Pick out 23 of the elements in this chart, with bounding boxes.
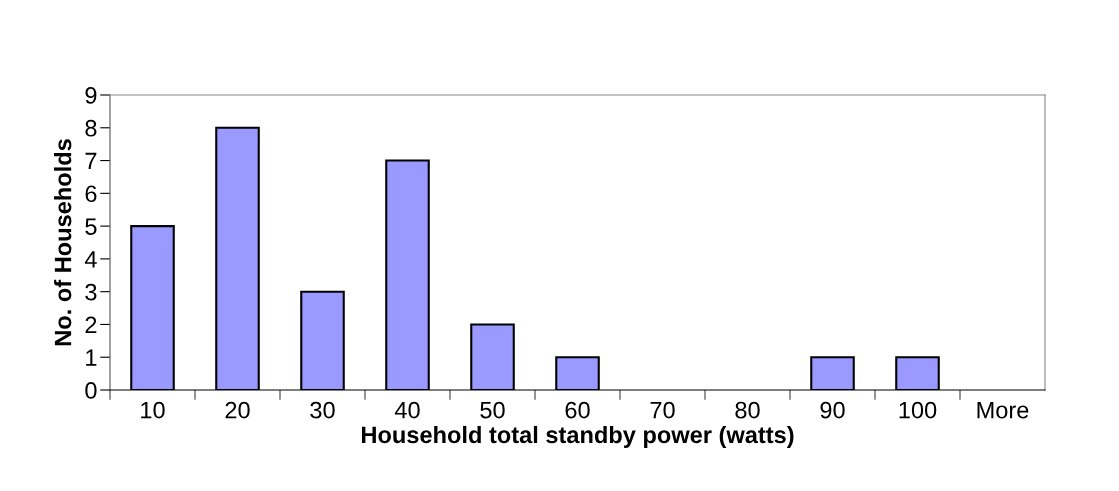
x-tick-label: 30: [310, 401, 335, 419]
y-tick-label: 4: [84, 251, 97, 268]
y-tick-label: 5: [85, 218, 97, 235]
x-tick-label: 60: [565, 401, 590, 419]
y-axis-title: No. of Households: [54, 139, 72, 346]
y-tick-label: 3: [85, 283, 97, 301]
y-tick-label: 1: [86, 349, 97, 366]
x-tick-label: More: [977, 401, 1029, 419]
y-tick-label: 8: [85, 119, 97, 137]
y-tick-label: 9: [85, 87, 97, 104]
y-tick-label: 0: [85, 382, 97, 399]
y-tick-label: 2: [85, 316, 97, 333]
y-tick-label: 6: [85, 185, 97, 203]
x-tick-label: 90: [820, 401, 845, 419]
x-tick-label: 100: [899, 401, 937, 419]
y-tick-label: 7: [85, 152, 97, 170]
x-tick-label: 20: [225, 401, 250, 419]
x-tick-label: 70: [650, 401, 675, 419]
x-axis-title: Household total standby power (watts): [362, 425, 794, 448]
x-tick-label: 80: [735, 401, 760, 419]
x-tick-label: 50: [480, 401, 505, 419]
x-tick-label: 40: [394, 401, 420, 419]
x-tick-label: 10: [141, 401, 165, 419]
